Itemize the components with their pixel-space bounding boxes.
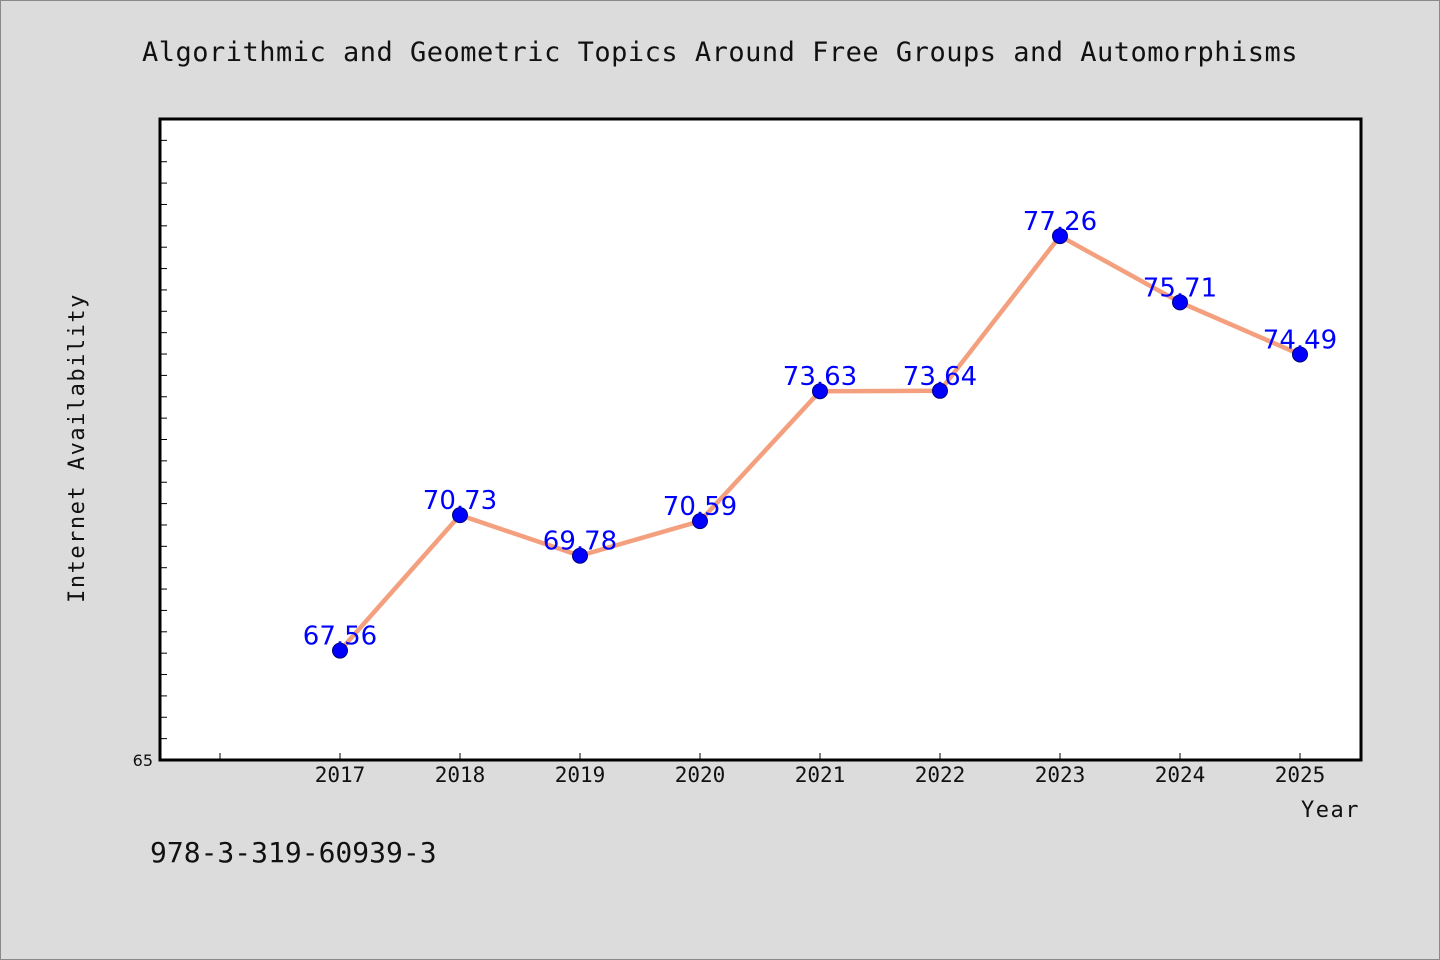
data-point bbox=[572, 547, 588, 564]
x-tick-label: 2018 bbox=[435, 763, 486, 787]
x-tick-label: 2023 bbox=[1035, 763, 1086, 787]
data-point bbox=[1052, 228, 1068, 245]
x-tick-label: 2022 bbox=[915, 763, 966, 787]
data-label: 73.64 bbox=[903, 362, 977, 392]
plot-area bbox=[158, 117, 1363, 762]
data-label: 69.78 bbox=[543, 527, 617, 557]
x-tick-label: 2021 bbox=[795, 763, 846, 787]
data-point bbox=[452, 507, 468, 524]
data-label: 70.59 bbox=[663, 492, 737, 522]
series-markers bbox=[332, 228, 1308, 659]
data-label: 70.73 bbox=[423, 486, 497, 516]
data-label: 74.49 bbox=[1263, 325, 1337, 355]
y-axis-title: Internet Availability bbox=[65, 293, 90, 603]
x-tick-label: 2020 bbox=[675, 763, 726, 787]
data-point bbox=[692, 513, 708, 530]
data-label: 67.56 bbox=[303, 622, 377, 652]
data-label: 75.71 bbox=[1143, 273, 1217, 303]
chart-title: Algorithmic and Geometric Topics Around … bbox=[142, 37, 1298, 68]
x-tick-label: 2017 bbox=[315, 763, 366, 787]
data-point bbox=[1292, 346, 1308, 363]
data-point bbox=[932, 382, 948, 399]
x-tick-label: 2024 bbox=[1155, 763, 1206, 787]
data-point bbox=[1172, 294, 1188, 311]
data-point bbox=[332, 642, 348, 659]
isbn-footer: 978-3-319-60939-3 bbox=[150, 836, 437, 869]
y-tick-label: 65 bbox=[133, 751, 153, 770]
data-point bbox=[812, 383, 828, 400]
data-label: 73.63 bbox=[783, 362, 857, 392]
data-labels: 67.56 70.73 69.78 70.59 73.63 73.64 77.26 75.71… bbox=[303, 207, 1337, 652]
x-axis-title: Year bbox=[1301, 798, 1360, 823]
x-tick-label: 2025 bbox=[1275, 763, 1326, 787]
x-axis-ticks bbox=[219, 753, 1301, 760]
data-label: 77.26 bbox=[1023, 207, 1097, 237]
x-tick-label: 2019 bbox=[555, 763, 606, 787]
y-axis-ticks bbox=[160, 139, 167, 740]
x-tick-labels: 2017 2018 2019 2020 2021 2022 2023 2024 2025 bbox=[315, 763, 1326, 787]
